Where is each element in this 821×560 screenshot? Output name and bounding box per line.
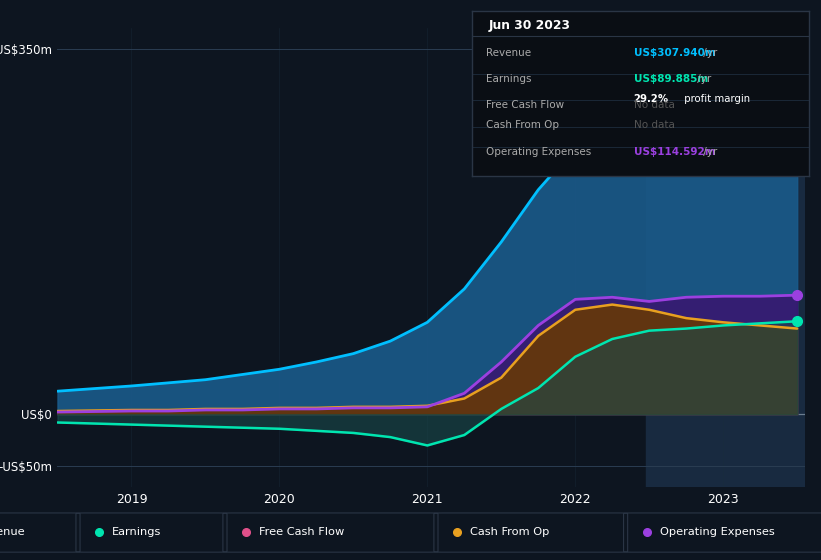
Text: US$307.940m: US$307.940m (634, 48, 715, 58)
Text: Cash From Op: Cash From Op (470, 527, 549, 537)
Text: Free Cash Flow: Free Cash Flow (259, 527, 344, 537)
Text: Operating Expenses: Operating Expenses (485, 147, 591, 157)
Text: Earnings: Earnings (112, 527, 162, 537)
Text: US$89.885m: US$89.885m (634, 74, 708, 84)
Text: /yr: /yr (700, 147, 718, 157)
Text: 29.2%: 29.2% (634, 94, 669, 104)
Text: US$114.592m: US$114.592m (634, 147, 715, 157)
Text: No data: No data (634, 120, 675, 130)
Text: Free Cash Flow: Free Cash Flow (485, 100, 564, 110)
Text: Jun 30 2023: Jun 30 2023 (489, 20, 571, 32)
Text: Earnings: Earnings (485, 74, 531, 84)
Bar (646, 28, 805, 487)
Text: Revenue: Revenue (0, 527, 25, 537)
Text: Cash From Op: Cash From Op (485, 120, 558, 130)
Text: Operating Expenses: Operating Expenses (660, 527, 774, 537)
Text: /yr: /yr (695, 74, 712, 84)
Text: Revenue: Revenue (485, 48, 530, 58)
Text: profit margin: profit margin (681, 94, 750, 104)
Text: No data: No data (634, 100, 675, 110)
Text: /yr: /yr (700, 48, 718, 58)
